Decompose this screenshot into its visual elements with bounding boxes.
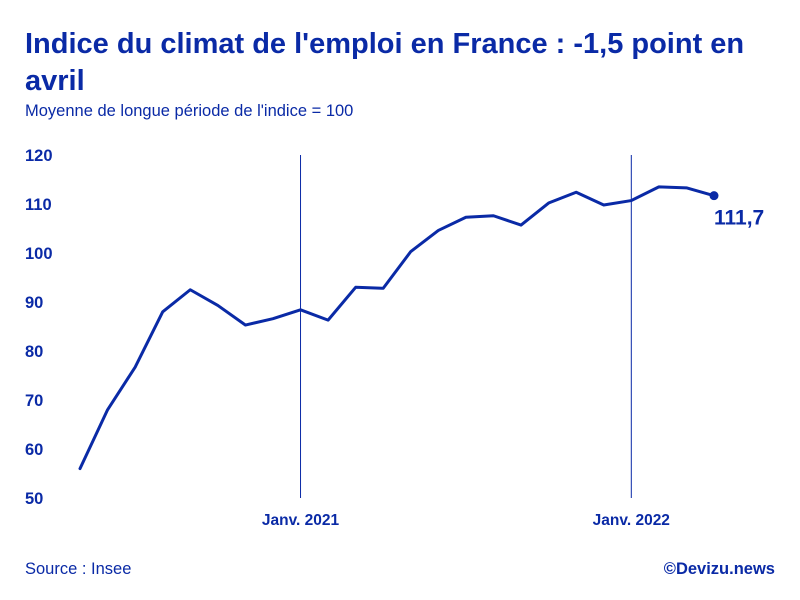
y-tick-label: 60 — [25, 441, 43, 459]
chart-subtitle: Moyenne de longue période de l'indice = … — [25, 102, 354, 120]
y-tick-label: 80 — [25, 343, 43, 361]
y-tick-label: 90 — [25, 294, 43, 312]
y-axis: 50 60 70 80 90 100 110 120 — [25, 147, 53, 508]
y-tick-label: 70 — [25, 392, 43, 410]
last-value-label: 111,7 — [714, 207, 764, 230]
y-tick-label: 50 — [25, 490, 43, 508]
x-tick-label: Janv. 2022 — [593, 512, 670, 529]
last-point-marker — [709, 191, 719, 201]
chart-title: Indice du climat de l'emploi en France :… — [25, 28, 745, 97]
brand-credit: ©Devizu.news — [663, 560, 775, 578]
y-tick-label: 120 — [25, 147, 53, 165]
x-tick-label: Janv. 2021 — [262, 512, 340, 529]
source-note: Source : Insee — [25, 560, 132, 578]
x-axis-markers: Janv. 2021 Janv. 2022 — [262, 155, 670, 529]
y-tick-label: 110 — [25, 196, 52, 214]
y-tick-label: 100 — [25, 245, 53, 263]
series-line — [78, 185, 716, 471]
